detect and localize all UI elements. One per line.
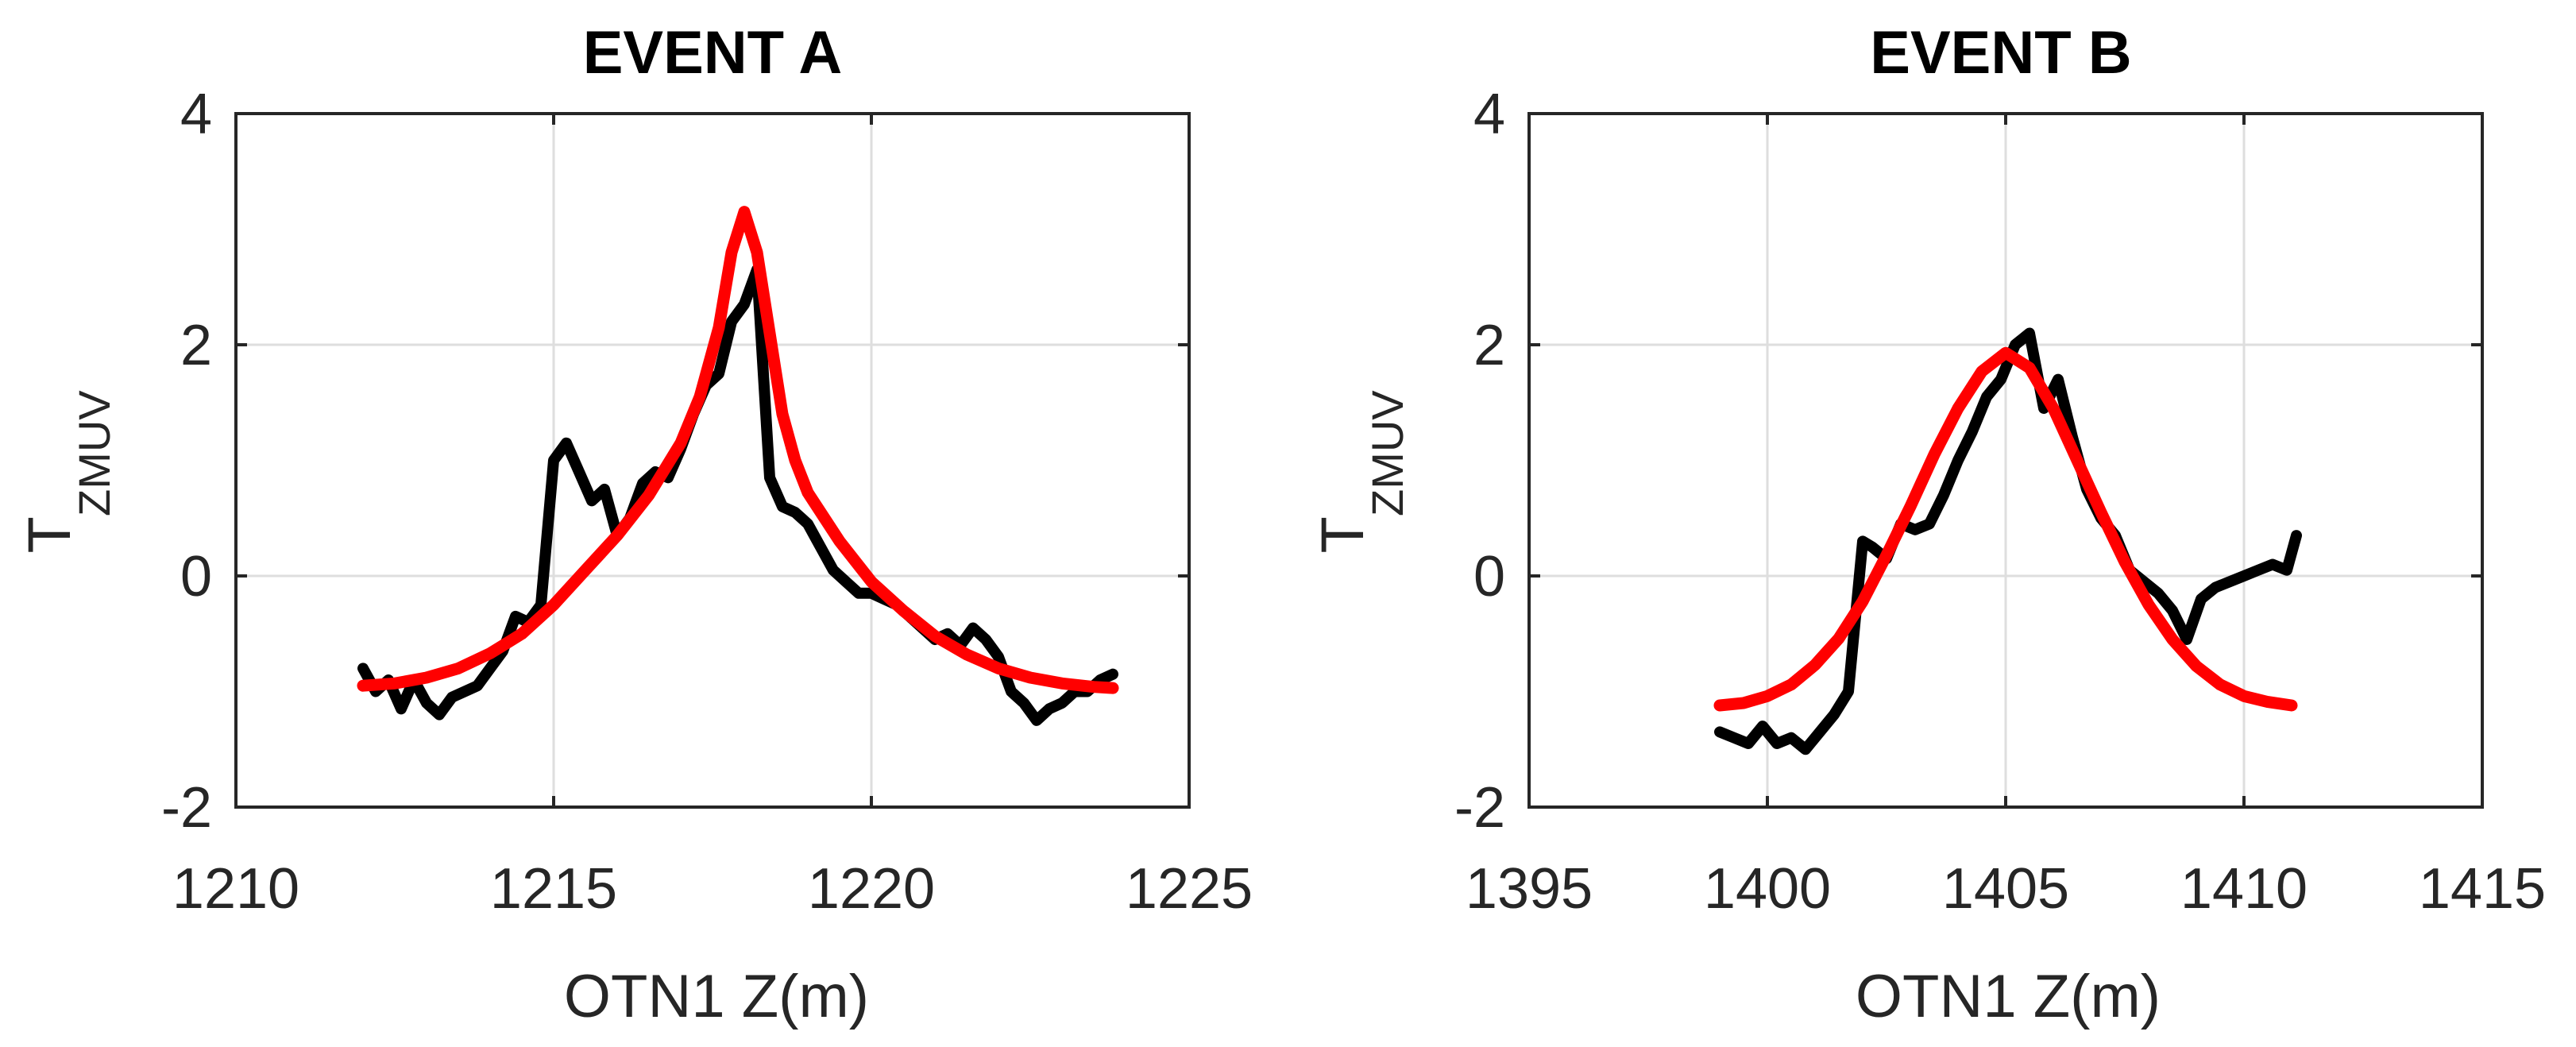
y-axis-label-main-a: T — [16, 516, 83, 553]
y-tick-label-b-1: 0 — [1473, 545, 1505, 608]
x-tick-label-b-2: 1405 — [1942, 857, 2069, 921]
x-axis-label-a: OTN1 Z(m) — [564, 963, 869, 1030]
y-axis-label-sub-b: ZMUV — [1362, 390, 1412, 516]
x-tick-label-b-4: 1415 — [2419, 857, 2546, 921]
y-tick-label-a-2: 2 — [180, 314, 212, 377]
axes-box-a — [234, 112, 1191, 809]
panel-event-a: EVENT A OTN1 Z(m) T ZMUV 1210 1215 1220 122… — [16, 19, 1253, 1030]
x-tick-label-b-3: 1410 — [2180, 857, 2308, 921]
panel-event-b: EVENT B OTN1 Z(m) T ZMUV 1395 1400 1405 141… — [1309, 19, 2546, 1030]
y-tick-label-b-0: -2 — [1454, 776, 1505, 840]
chart-title-a: EVENT A — [583, 19, 843, 87]
x-tick-label-b-1: 1400 — [1704, 857, 1831, 921]
x-tick-label-b-0: 1395 — [1466, 857, 1593, 921]
series-line-fit-a — [357, 206, 1119, 694]
series-line-fit-b — [1713, 346, 2298, 712]
y-axis-label-sub-a: ZMUV — [69, 390, 119, 516]
y-tick-label-a-1: 0 — [180, 545, 212, 608]
x-tick-label-a-3: 1225 — [1126, 857, 1253, 921]
y-axis-label-b: T ZMUV — [1309, 390, 1412, 554]
x-tick-label-a-2: 1220 — [808, 857, 935, 921]
chart-title-b: EVENT B — [1870, 19, 2131, 87]
series-line-data-a — [357, 264, 1118, 726]
x-tick-label-a-0: 1210 — [172, 857, 299, 921]
x-tick-label-a-1: 1215 — [490, 857, 617, 921]
x-axis-label-b: OTN1 Z(m) — [1856, 963, 2161, 1030]
y-tick-label-b-2: 2 — [1473, 314, 1505, 377]
y-tick-label-a-3: 4 — [180, 83, 212, 146]
series-line-data-b — [1714, 327, 2302, 755]
y-axis-label-a: T ZMUV — [16, 390, 119, 554]
y-tick-label-b-3: 4 — [1473, 83, 1505, 146]
y-axis-label-main-b: T — [1309, 516, 1377, 553]
y-tick-label-a-0: -2 — [161, 776, 212, 840]
